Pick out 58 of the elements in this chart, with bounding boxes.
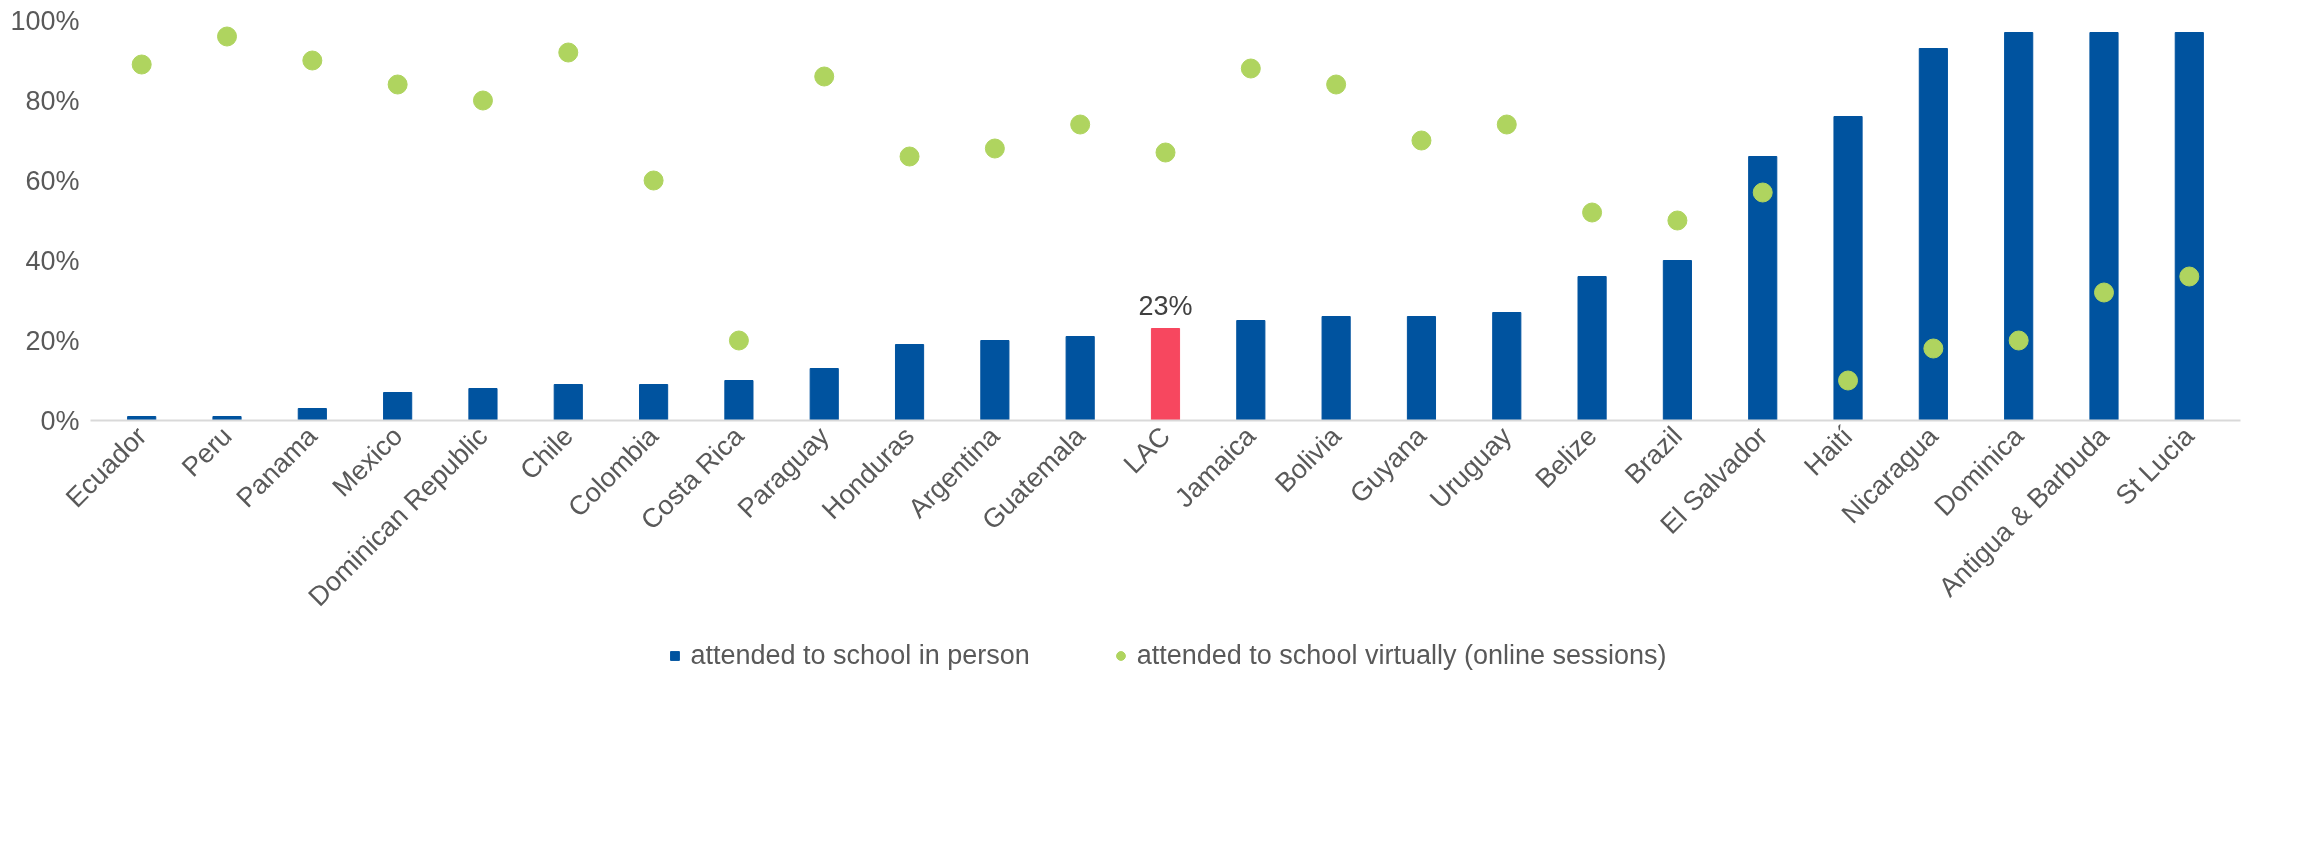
point <box>984 138 1005 159</box>
y-tick-label: 60% <box>25 165 80 196</box>
bar <box>468 388 498 421</box>
point <box>302 50 323 71</box>
point <box>1155 142 1176 163</box>
y-tick-label: 80% <box>25 85 80 116</box>
point <box>1752 182 1773 203</box>
point <box>2093 282 2114 303</box>
point <box>472 90 493 111</box>
bar <box>1918 48 1948 421</box>
bar <box>2174 32 2204 421</box>
y-tick-label: 20% <box>25 325 80 356</box>
point <box>1326 74 1347 95</box>
bar <box>724 380 754 421</box>
point <box>1923 338 1944 359</box>
y-tick-label: 0% <box>40 405 80 436</box>
point <box>1838 370 1859 391</box>
point <box>131 54 152 75</box>
point <box>2008 330 2029 351</box>
bar <box>1748 156 1778 421</box>
point <box>1411 130 1432 151</box>
point <box>1070 114 1091 135</box>
bar <box>297 408 327 421</box>
bar <box>809 368 839 421</box>
point <box>217 26 238 47</box>
legend-label: attended to school in person <box>690 639 1030 671</box>
point <box>643 170 664 191</box>
bar <box>1321 316 1351 421</box>
bar <box>2089 32 2119 421</box>
bar <box>1406 316 1437 421</box>
point <box>387 74 408 95</box>
bar <box>639 384 669 421</box>
point <box>899 146 920 167</box>
y-tick-label: 100% <box>10 5 80 36</box>
bar <box>980 340 1010 421</box>
bar <box>1833 116 1863 421</box>
bar <box>2004 32 2034 421</box>
bar <box>1577 276 1607 421</box>
bar <box>383 392 413 421</box>
bar <box>553 384 583 421</box>
bar <box>1662 260 1692 421</box>
point <box>1667 210 1688 231</box>
point <box>814 66 835 87</box>
point <box>1582 202 1603 223</box>
point <box>728 330 749 351</box>
point <box>2179 266 2200 287</box>
bar <box>894 344 925 421</box>
point <box>558 42 579 63</box>
point <box>1240 58 1261 79</box>
point <box>1496 114 1517 135</box>
bar <box>212 416 242 421</box>
data-label: 23% <box>1138 290 1193 321</box>
y-tick-label: 40% <box>25 245 80 276</box>
bar <box>1236 320 1266 421</box>
bar <box>1150 328 1181 421</box>
bar <box>1065 336 1095 421</box>
bar <box>1492 312 1522 421</box>
legend-label: attended to school virtually (online sessions) <box>1136 639 1667 671</box>
